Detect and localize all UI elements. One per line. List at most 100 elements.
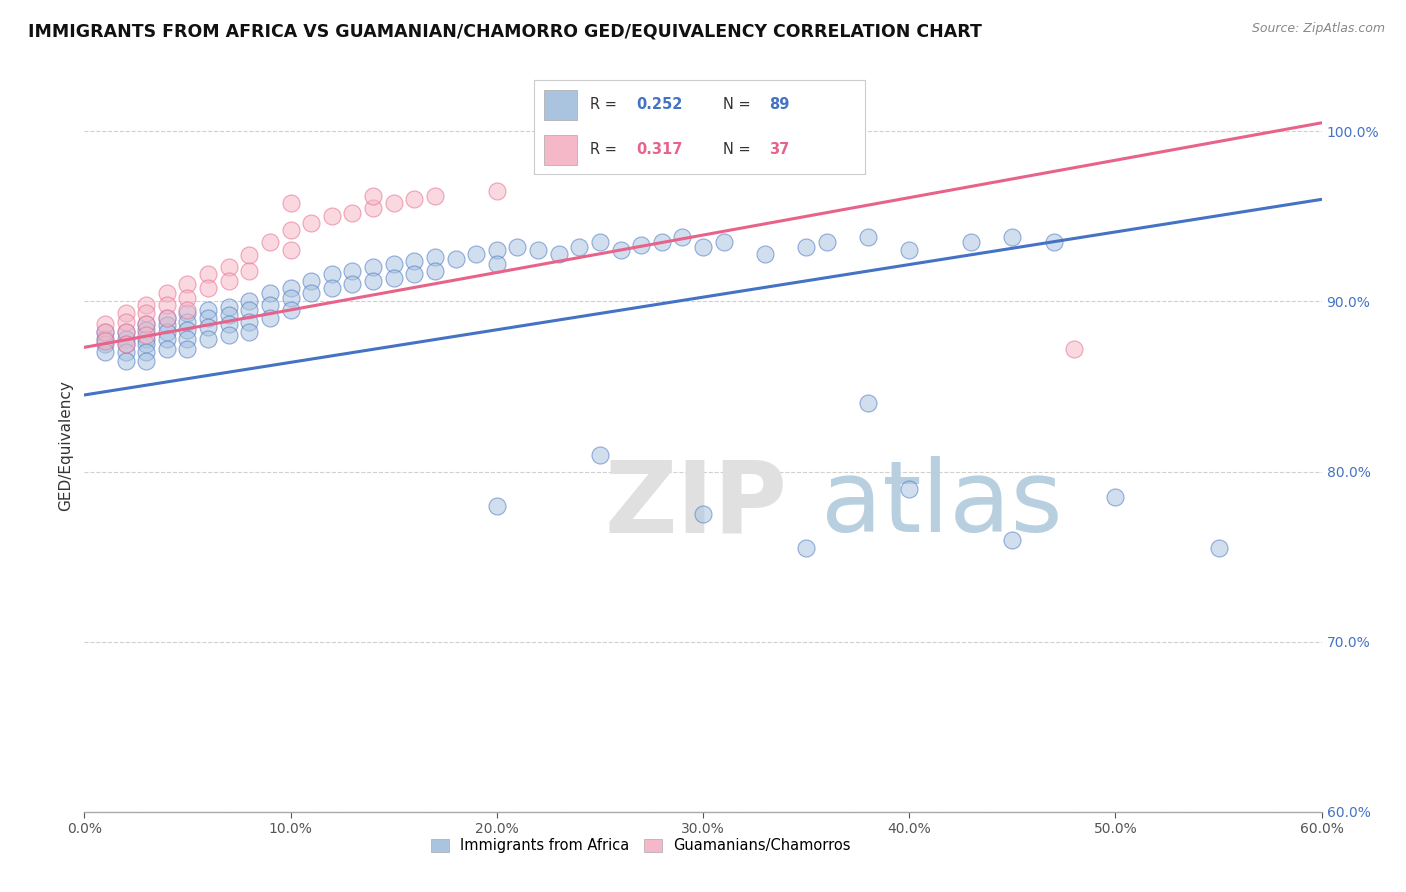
Point [568, 240, 591, 254]
Point [485, 184, 508, 198]
Bar [544, 89, 578, 120]
Point [299, 216, 322, 230]
Point [176, 315, 198, 329]
Point [135, 345, 157, 359]
Point [135, 332, 157, 346]
Point [218, 300, 240, 314]
Point [382, 195, 405, 210]
Point [114, 337, 136, 351]
Text: R =: R = [591, 142, 621, 157]
Point [361, 274, 384, 288]
Point [197, 302, 219, 317]
Point [114, 354, 136, 368]
Point [135, 298, 157, 312]
Point [794, 240, 817, 254]
Point [218, 308, 240, 322]
Point [114, 345, 136, 359]
Point [1063, 342, 1085, 356]
Point [94, 337, 117, 351]
Point [321, 210, 343, 224]
Point [114, 325, 136, 339]
Text: N =: N = [723, 142, 755, 157]
Point [176, 342, 198, 356]
Point [280, 291, 302, 305]
Point [218, 317, 240, 331]
Point [423, 264, 446, 278]
Text: ZIP: ZIP [605, 456, 787, 553]
Point [176, 277, 198, 292]
Point [342, 277, 364, 292]
Point [259, 235, 281, 249]
Point [1042, 235, 1064, 249]
Point [589, 448, 612, 462]
Point [156, 332, 179, 346]
Point [114, 337, 136, 351]
Point [156, 285, 179, 300]
Point [156, 325, 179, 339]
Point [114, 306, 136, 320]
Point [280, 223, 302, 237]
Point [1208, 541, 1230, 555]
Point [197, 332, 219, 346]
Point [692, 507, 714, 521]
Point [218, 260, 240, 275]
Point [156, 342, 179, 356]
Point [299, 274, 322, 288]
Text: N =: N = [723, 97, 755, 112]
Point [176, 323, 198, 337]
Point [156, 311, 179, 326]
Text: 89: 89 [769, 97, 789, 112]
Point [114, 325, 136, 339]
Point [280, 195, 302, 210]
Point [156, 318, 179, 333]
Point [321, 281, 343, 295]
Point [898, 482, 921, 496]
Point [651, 235, 673, 249]
Point [589, 235, 612, 249]
Point [197, 281, 219, 295]
Point [94, 325, 117, 339]
Point [794, 541, 817, 555]
Text: 0.317: 0.317 [637, 142, 683, 157]
Point [238, 248, 260, 262]
Point [238, 264, 260, 278]
Point [135, 317, 157, 331]
Point [259, 311, 281, 326]
Point [135, 317, 157, 331]
Text: IMMIGRANTS FROM AFRICA VS GUAMANIAN/CHAMORRO GED/EQUIVALENCY CORRELATION CHART: IMMIGRANTS FROM AFRICA VS GUAMANIAN/CHAM… [28, 22, 981, 40]
Point [630, 238, 652, 252]
Point [238, 325, 260, 339]
Text: R =: R = [591, 97, 621, 112]
Point [856, 396, 879, 410]
Text: atlas: atlas [821, 456, 1062, 553]
Point [960, 235, 983, 249]
Point [423, 189, 446, 203]
Point [815, 235, 838, 249]
Point [527, 244, 550, 258]
Point [754, 247, 776, 261]
Point [197, 320, 219, 334]
Point [114, 315, 136, 329]
Point [898, 244, 921, 258]
Point [299, 285, 322, 300]
Point [342, 264, 364, 278]
Point [547, 247, 569, 261]
Point [404, 267, 426, 281]
Point [259, 298, 281, 312]
Point [609, 244, 631, 258]
Point [404, 253, 426, 268]
Point [135, 354, 157, 368]
Point [361, 189, 384, 203]
Point [321, 267, 343, 281]
Point [342, 206, 364, 220]
Point [1104, 490, 1126, 504]
Point [1001, 533, 1024, 547]
Bar [544, 135, 578, 164]
Point [156, 298, 179, 312]
Point [259, 285, 281, 300]
Point [280, 244, 302, 258]
Point [713, 235, 735, 249]
Point [382, 270, 405, 285]
Point [506, 240, 529, 254]
Point [485, 244, 508, 258]
